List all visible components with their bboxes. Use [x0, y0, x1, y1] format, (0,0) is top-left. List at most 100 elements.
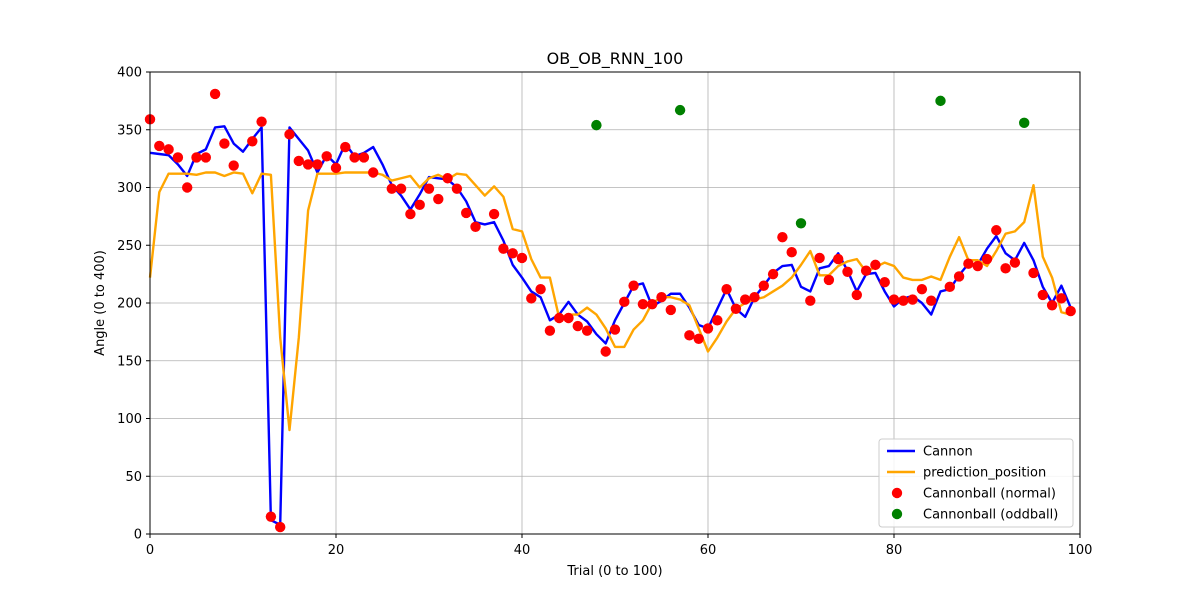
legend-box [878, 438, 1074, 528]
legend-swatch [891, 487, 903, 499]
point-cannonball-normal [609, 324, 621, 335]
x-tick-label: 20 [328, 543, 345, 558]
point-cannonball-oddball [795, 218, 807, 229]
point-cannonball-normal [191, 152, 202, 163]
point-cannonball-normal [898, 295, 909, 306]
point-cannonball-normal [870, 259, 881, 271]
point-cannonball-normal [507, 248, 518, 259]
point-cannonball-normal [293, 155, 304, 167]
point-cannonball-normal [721, 283, 732, 295]
point-cannonball-normal [833, 253, 844, 265]
point-cannonball-oddball [674, 104, 686, 116]
point-cannonball-normal [907, 294, 918, 305]
point-cannonball-normal [423, 183, 435, 194]
point-cannonball-normal [991, 225, 1002, 236]
point-cannonball-normal [572, 320, 583, 332]
x-tick-label: 80 [886, 543, 903, 558]
point-cannonball-normal [563, 312, 574, 324]
x-tick-label: 100 [1068, 543, 1093, 558]
y-tick-label: 400 [117, 66, 142, 81]
point-cannonball-normal [702, 323, 714, 334]
point-cannonball-normal [860, 265, 872, 276]
point-cannonball-normal [312, 159, 323, 170]
plot-area [144, 88, 1076, 533]
point-cannonball-normal [284, 129, 295, 140]
point-cannonball-normal [619, 296, 630, 308]
point-cannonball-normal [554, 312, 565, 324]
point-cannonball-normal [395, 183, 407, 194]
point-cannonball-normal [963, 258, 974, 269]
point-cannonball-normal [926, 295, 937, 306]
point-cannonball-normal [712, 315, 723, 326]
point-cannonball-normal [981, 253, 993, 265]
point-cannonball-normal [814, 252, 825, 264]
point-cannonball-normal [730, 303, 742, 314]
point-cannonball-normal [1056, 293, 1067, 304]
point-cannonball-normal [749, 292, 760, 303]
y-axis-label: Angle (0 to 400) [93, 250, 108, 356]
point-cannonball-oddball [591, 119, 602, 131]
point-cannonball-normal [321, 151, 332, 162]
point-cannonball-normal [916, 283, 928, 295]
point-cannonball-normal [758, 280, 769, 291]
point-cannonball-normal [247, 136, 258, 147]
point-cannonball-normal [581, 325, 593, 336]
point-cannonball-normal [786, 246, 797, 258]
legend: Cannon prediction_position Cannonball (nor… [878, 438, 1074, 528]
point-cannonball-normal [628, 280, 639, 291]
y-tick-label: 200 [117, 297, 142, 312]
point-cannonball-normal [879, 277, 890, 288]
point-cannonball-normal [1065, 305, 1076, 317]
point-cannonball-normal [665, 304, 676, 316]
legend-label: Cannonball (oddball) [923, 508, 1058, 523]
point-cannonball-normal [544, 325, 556, 336]
y-tick-label: 100 [117, 412, 142, 427]
point-cannonball-normal [1028, 267, 1039, 279]
point-cannonball-normal [228, 160, 239, 171]
legend-label: prediction_position [923, 466, 1046, 481]
point-cannonball-normal [219, 138, 230, 149]
x-axis-label: Trial (0 to 100) [566, 564, 662, 579]
point-cannonball-normal [526, 293, 537, 304]
point-cannonball-normal [823, 274, 835, 286]
point-cannonball-normal [470, 221, 481, 232]
point-cannonball-normal [433, 193, 444, 205]
point-cannonball-normal [275, 521, 286, 533]
point-cannonball-normal [1046, 300, 1058, 311]
point-cannonball-normal [256, 116, 267, 127]
point-cannonball-normal [461, 207, 472, 219]
x-tick-label: 60 [700, 543, 717, 558]
point-cannonball-normal [647, 298, 658, 310]
point-cannonball-normal [488, 208, 500, 220]
point-cannonball-normal [302, 159, 314, 170]
point-cannonball-normal [172, 152, 184, 163]
point-cannonball-normal [1037, 289, 1049, 301]
point-cannonball-normal [740, 294, 751, 305]
point-cannonball-normal [656, 292, 667, 303]
y-tick-label: 250 [117, 239, 142, 254]
point-cannonball-oddball [1018, 117, 1030, 129]
point-cannonball-normal [684, 330, 695, 341]
point-cannonball-normal [1009, 257, 1021, 268]
y-ticks: 0 50 100 150 200 250 300 350 400 [117, 66, 150, 543]
series-line-prediction-position [148, 171, 1071, 432]
point-cannonball-normal [386, 183, 397, 194]
point-cannonball-normal [209, 88, 221, 100]
point-cannonball-normal [154, 140, 165, 152]
point-cannonball-normal [516, 252, 528, 264]
point-cannonball-normal [182, 182, 193, 193]
point-cannonball-normal [358, 152, 370, 163]
point-cannonball-normal [163, 144, 174, 155]
point-cannonball-normal [451, 183, 463, 194]
point-cannonball-normal [1000, 263, 1011, 274]
point-cannonball-normal [368, 167, 379, 178]
point-cannonball-normal [200, 152, 211, 163]
y-tick-label: 0 [134, 528, 142, 543]
point-cannonball-normal [340, 141, 351, 153]
point-cannonball-normal [600, 346, 611, 357]
legend-label: Cannonball (normal) [923, 487, 1056, 502]
y-tick-label: 300 [117, 181, 142, 196]
x-ticks: 0 20 40 60 80 100 [146, 534, 1093, 558]
point-cannonball-normal [972, 260, 983, 272]
